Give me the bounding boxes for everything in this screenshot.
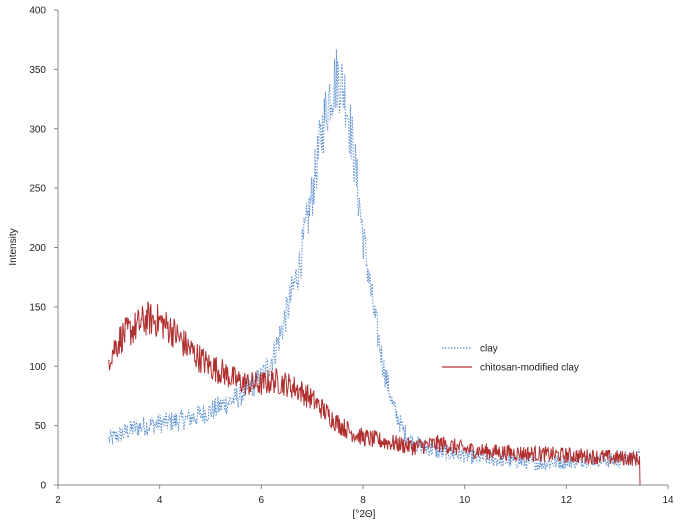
x-tick-label: 12 xyxy=(561,495,573,506)
tick-labels: 0 50 100 150 200 250 300 350 400 2 4 6 8 10 12 14 xyxy=(29,6,674,507)
y-tick-label: 100 xyxy=(29,362,46,373)
y-tick-label: 0 xyxy=(40,481,46,492)
x-tick-label: 10 xyxy=(459,495,471,506)
series-line-clay xyxy=(108,49,640,472)
x-tick-label: 4 xyxy=(157,495,163,506)
y-tick-label: 200 xyxy=(29,243,46,254)
axes xyxy=(54,9,669,489)
y-tick-label: 300 xyxy=(29,124,46,135)
series-layer xyxy=(108,49,641,486)
y-tick-label: 150 xyxy=(29,302,46,313)
x-tick-label: 6 xyxy=(259,495,265,506)
x-tick-label: 2 xyxy=(55,495,61,506)
y-tick-label: 400 xyxy=(29,6,46,17)
legend-label: clay xyxy=(480,344,498,355)
series-line-chitosan-modified-clay xyxy=(108,301,641,486)
y-tick-label: 250 xyxy=(29,184,46,195)
legend: clay chitosan-modified clay xyxy=(442,344,579,374)
x-tick-label: 14 xyxy=(662,495,674,506)
x-axis-title: [°2Θ] xyxy=(353,509,376,520)
legend-label: chitosan-modified clay xyxy=(480,363,579,374)
y-axis-title: Intensity xyxy=(8,228,19,265)
y-tick-label: 350 xyxy=(29,65,46,76)
y-tick-label: 50 xyxy=(35,421,47,432)
x-tick-label: 8 xyxy=(360,495,366,506)
